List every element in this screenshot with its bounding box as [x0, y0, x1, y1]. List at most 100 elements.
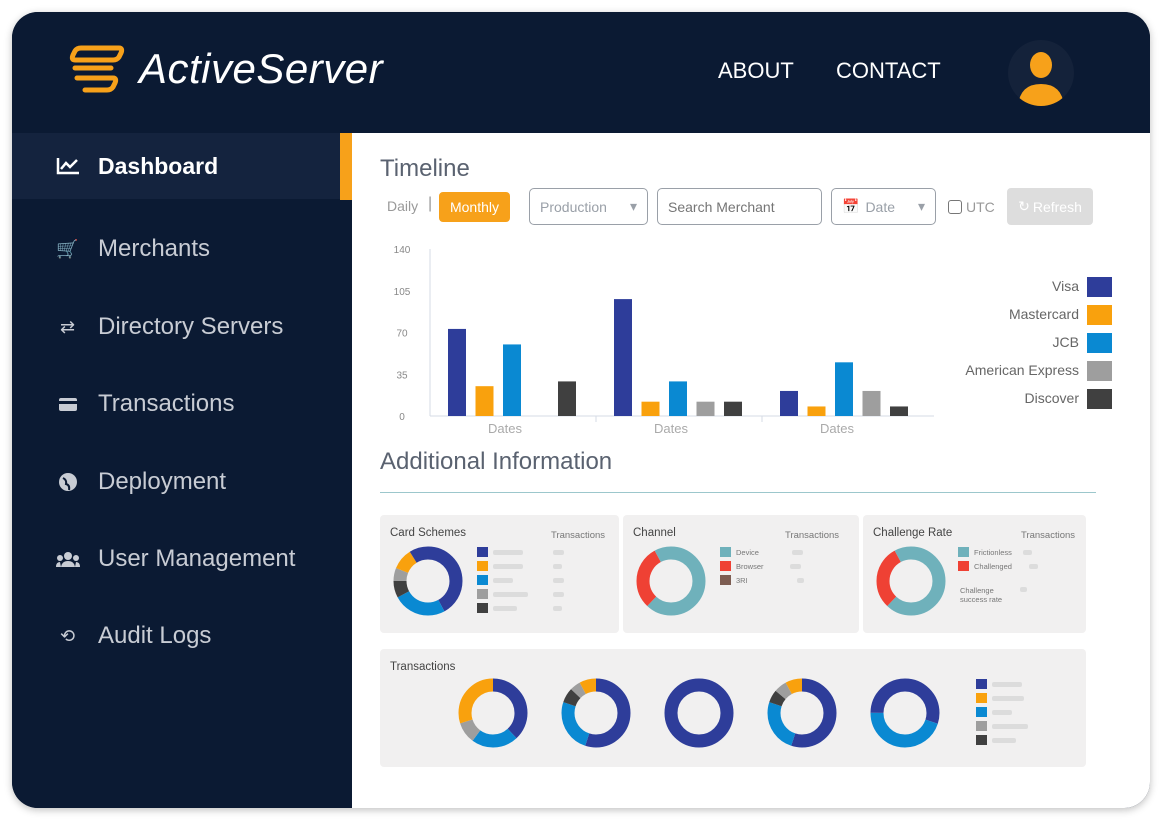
legend-row — [477, 589, 564, 599]
bar-jcb[interactable] — [835, 362, 853, 416]
donut-segment[interactable] — [561, 678, 631, 748]
challenge-donut — [876, 546, 946, 616]
donut-segment[interactable] — [636, 546, 706, 616]
donut-segment[interactable] — [870, 678, 940, 748]
bar-mastercard[interactable] — [475, 386, 494, 416]
legend-browser: Browser — [720, 561, 801, 571]
x-tick-label: Dates — [654, 421, 688, 436]
bar-american-express[interactable] — [862, 390, 881, 416]
legend-swatch — [1087, 361, 1112, 381]
sidebar-item-dashboard[interactable]: Dashboard — [12, 133, 352, 199]
transactions-donut — [458, 678, 528, 748]
donut-segment[interactable] — [767, 678, 837, 748]
bar-visa[interactable] — [448, 328, 466, 416]
sidebar-item-label: Directory Servers — [98, 313, 284, 340]
y-tick-label: 105 — [394, 287, 411, 298]
divider — [380, 492, 1096, 493]
donut-segment[interactable] — [393, 546, 463, 616]
legend-row — [976, 735, 1016, 745]
donut-segment[interactable] — [458, 678, 528, 748]
users-icon — [12, 551, 98, 567]
sidebar-item-user-management[interactable]: User Management — [12, 526, 352, 592]
refresh-button[interactable]: ↻ Refresh — [1007, 188, 1093, 225]
environment-select[interactable]: Production ▾ — [529, 188, 648, 225]
legend-row — [477, 547, 564, 557]
date-picker[interactable]: 📅 Date ▾ — [831, 188, 936, 225]
x-tick-label: Dates — [820, 421, 854, 436]
bar-jcb[interactable] — [503, 344, 521, 416]
environment-value: Production — [540, 198, 607, 215]
column-header: Transactions — [785, 530, 840, 541]
header: ActiveServer ABOUT CONTACT — [12, 12, 1150, 133]
donut-segment[interactable] — [664, 678, 734, 748]
legend-swatch — [1087, 333, 1112, 353]
refresh-label: Refresh — [1032, 198, 1082, 215]
avatar[interactable] — [1008, 40, 1074, 106]
legend-row — [976, 693, 1024, 703]
globe-icon — [12, 472, 98, 492]
legend-label: American Express — [965, 362, 1079, 378]
logo[interactable]: ActiveServer — [67, 44, 383, 94]
sidebar-item-label: Dashboard — [98, 152, 219, 179]
credit-card-icon — [12, 397, 98, 412]
legend-row — [477, 561, 562, 571]
search-merchant-input[interactable] — [657, 188, 822, 225]
legend-label: Mastercard — [1009, 306, 1079, 322]
challenge-rate-card: Challenge Rate Transactions Frictionless… — [863, 515, 1086, 633]
donut-segment[interactable] — [636, 546, 706, 616]
card-schemes-card: Card Schemes Transactions — [380, 515, 619, 633]
channel-card: Channel Transactions Device Browser 3RI — [623, 515, 859, 633]
donut-segment[interactable] — [458, 678, 528, 748]
bar-discover[interactable] — [724, 401, 742, 416]
legend-challenged: Challenged — [958, 561, 1038, 571]
donut-segment[interactable] — [876, 546, 946, 616]
bar-discover[interactable] — [890, 406, 908, 416]
separator: | — [428, 195, 433, 212]
bar-mastercard[interactable] — [807, 406, 826, 416]
utc-checkbox[interactable]: UTC — [948, 199, 995, 215]
legend-3ri: 3RI — [720, 575, 804, 585]
donut-segment[interactable] — [876, 546, 946, 616]
donut-segment[interactable] — [561, 678, 631, 748]
bar-discover[interactable] — [558, 381, 576, 416]
donut-segment[interactable] — [767, 678, 837, 748]
bar-visa[interactable] — [614, 299, 632, 416]
card-title: Challenge Rate — [873, 527, 953, 539]
y-tick-label: 140 — [394, 245, 411, 256]
logo-icon — [69, 45, 125, 93]
channel-donut — [636, 546, 706, 616]
daily-toggle[interactable]: Daily — [387, 198, 419, 214]
caret-down-icon: ▾ — [917, 198, 925, 214]
donut-segment[interactable] — [393, 546, 463, 616]
x-tick-label: Dates — [488, 421, 522, 436]
user-icon — [1018, 52, 1064, 106]
cart-icon: 🛒 — [56, 238, 79, 259]
monthly-toggle[interactable]: Monthly — [439, 192, 510, 222]
column-header: Transactions — [1021, 530, 1076, 541]
sidebar-item-label: Deployment — [98, 468, 227, 495]
sidebar-item-directory-servers[interactable]: ⇄ Directory Servers — [12, 294, 352, 360]
legend-row — [477, 603, 562, 613]
sidebar-item-label: Audit Logs — [98, 622, 212, 649]
donut-segment[interactable] — [870, 678, 940, 748]
sidebar-item-deployment[interactable]: Deployment — [12, 449, 352, 515]
bar-mastercard[interactable] — [641, 401, 660, 416]
sidebar-item-merchants[interactable]: 🛒 Merchants — [12, 216, 352, 282]
nav-contact[interactable]: CONTACT — [836, 58, 941, 83]
legend-label: Visa — [1052, 278, 1079, 294]
calendar-icon: 📅 — [842, 198, 860, 214]
nav-about[interactable]: ABOUT — [718, 58, 794, 83]
legend-frictionless: Frictionless — [958, 547, 1032, 557]
sidebar-item-audit-logs[interactable]: ⟲ Audit Logs — [12, 603, 352, 669]
checkbox-box[interactable] — [948, 200, 962, 214]
column-header: Transactions — [551, 530, 606, 541]
sidebar-item-transactions[interactable]: Transactions — [12, 371, 352, 437]
legend-device: Device — [720, 547, 803, 557]
timeline-title: Timeline — [380, 155, 470, 182]
bar-visa[interactable] — [780, 390, 798, 416]
donut-segment[interactable] — [393, 546, 463, 616]
bar-jcb[interactable] — [669, 381, 687, 416]
bar-american-express[interactable] — [696, 401, 715, 416]
legend-swatch — [1087, 389, 1112, 409]
main-content: Timeline Daily | Monthly Production ▾ 📅 Da… — [352, 133, 1150, 808]
